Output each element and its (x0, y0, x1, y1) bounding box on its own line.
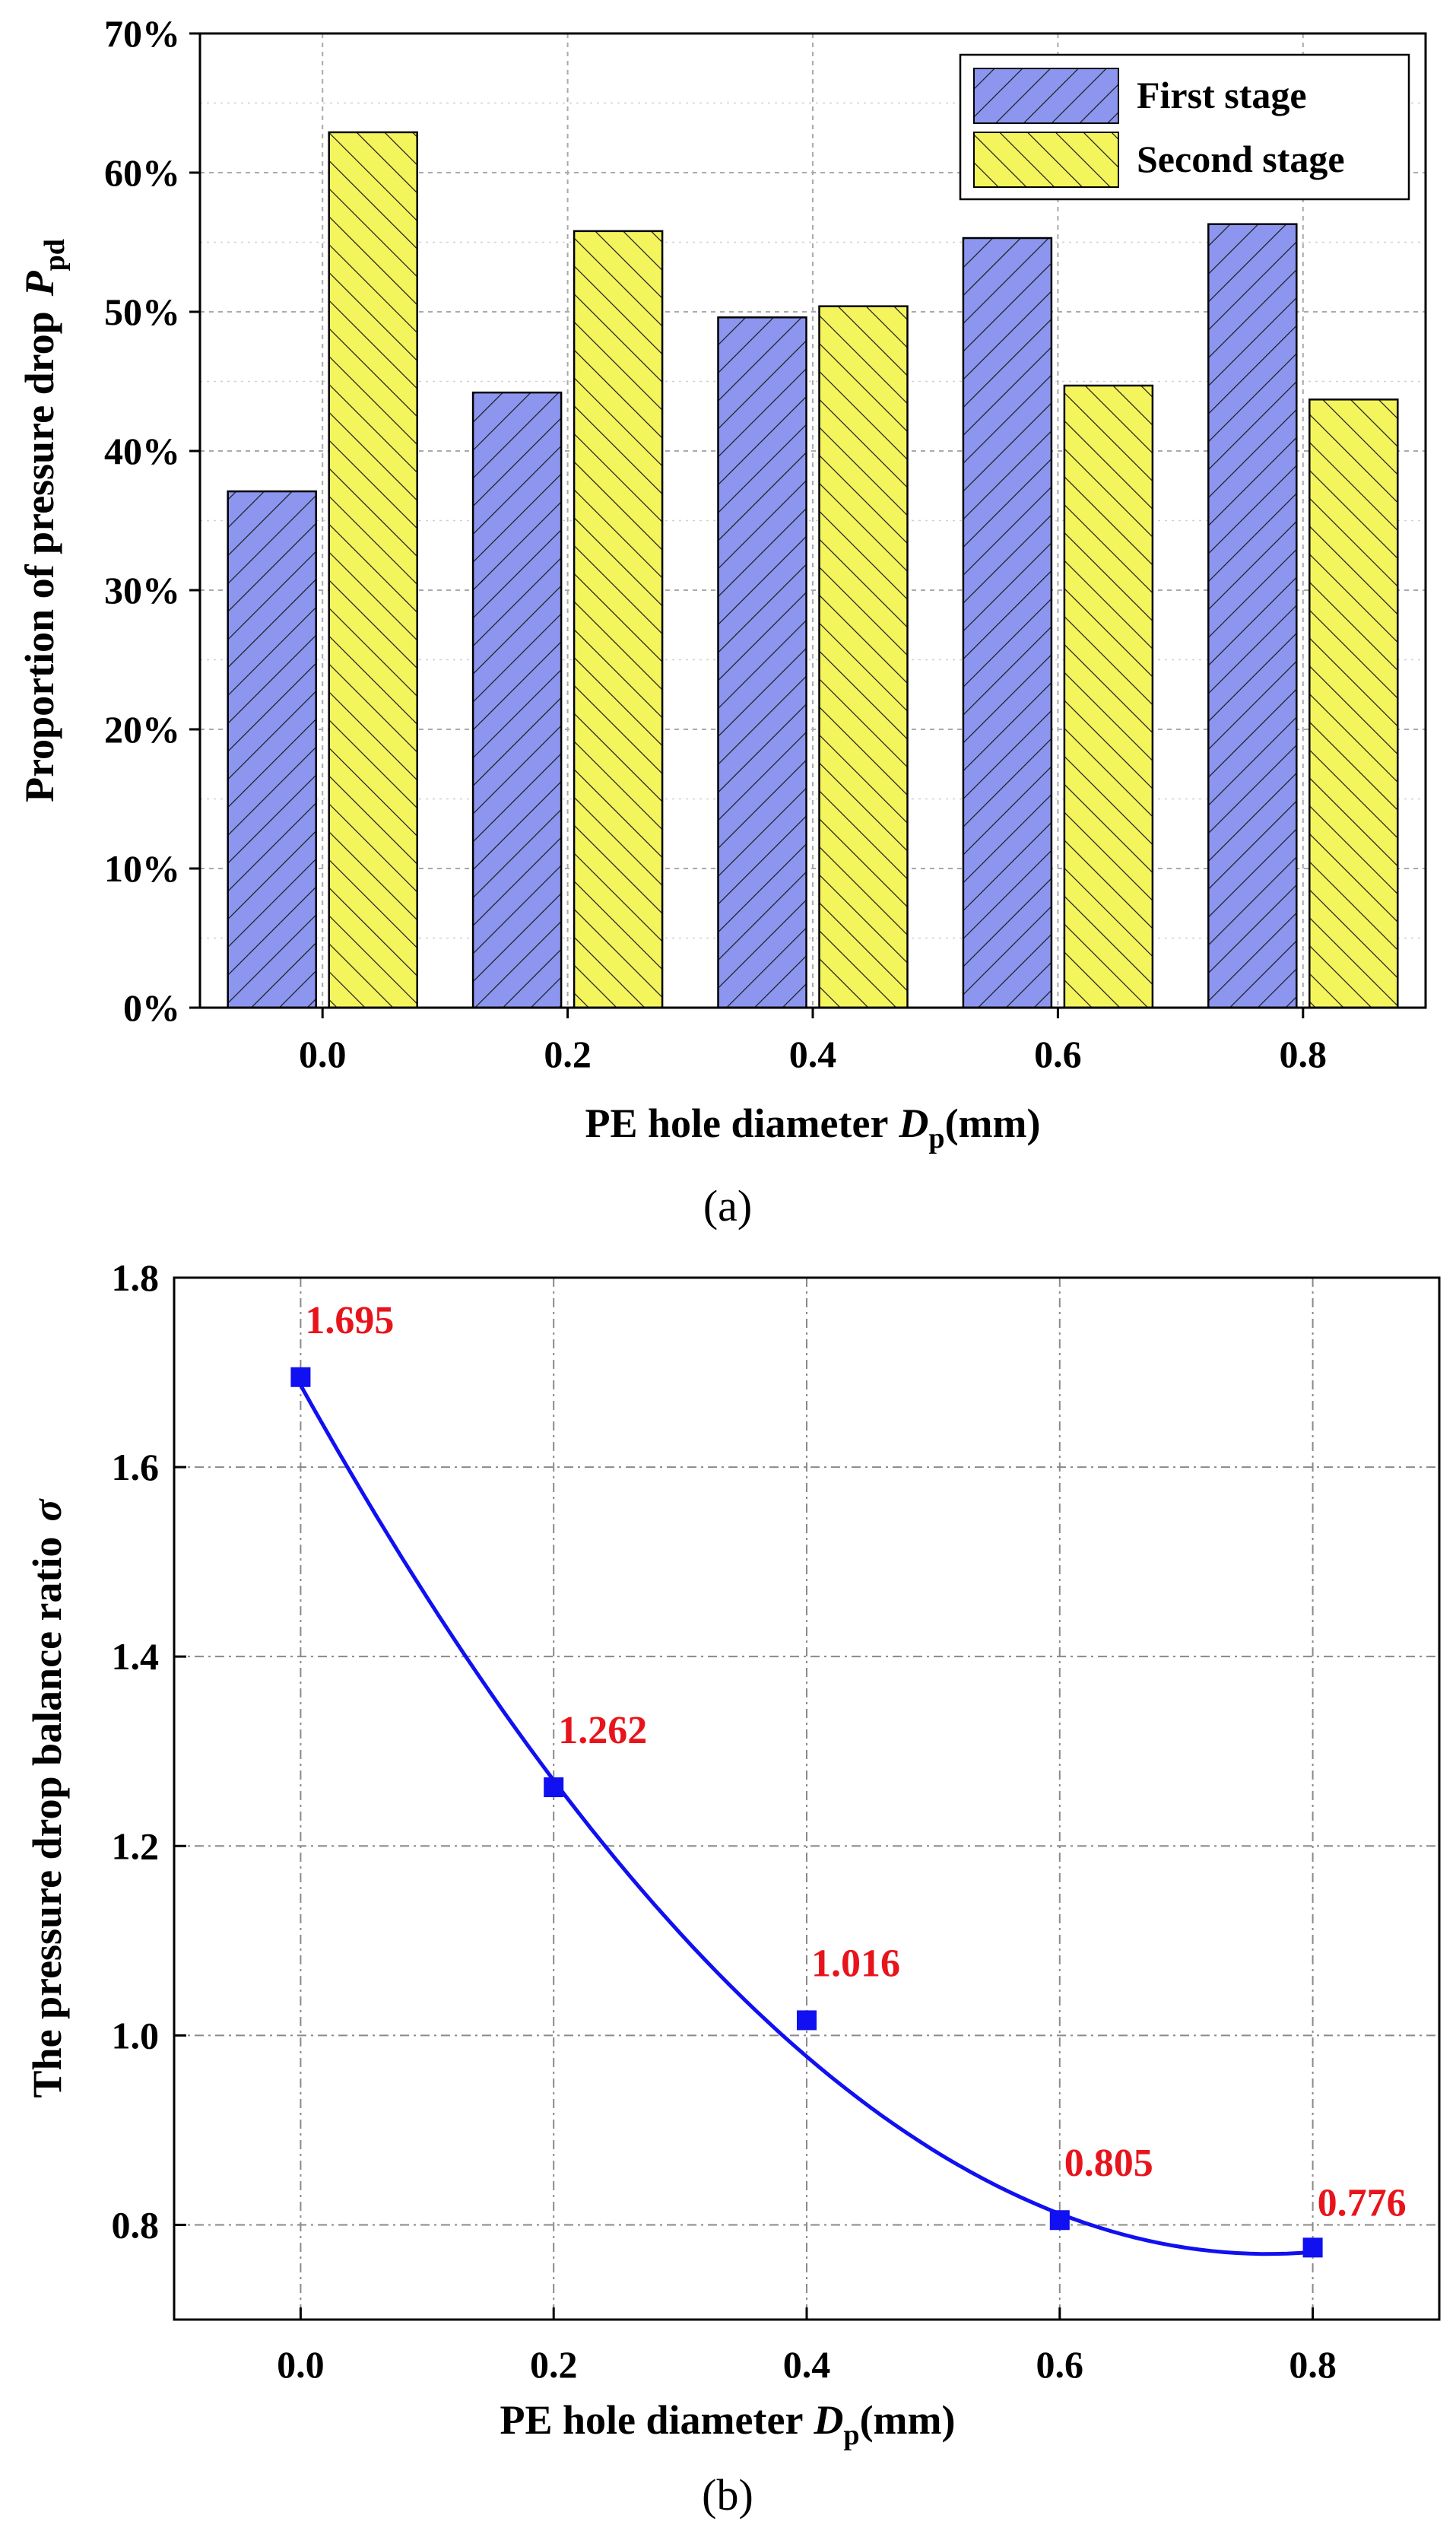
y-tick-label: 1.2 (112, 1824, 160, 1867)
fit-curve (299, 1384, 1313, 2256)
bar-second-stage (1063, 384, 1154, 1009)
y-tick-label: 50% (104, 291, 180, 333)
data-point (1049, 2210, 1070, 2231)
y-tick-label: 0.8 (112, 2203, 160, 2246)
x-tick-label: 0.6 (1036, 2343, 1084, 2386)
data-label: 0.805 (1064, 2142, 1153, 2185)
y-tick-label: 70% (104, 12, 180, 55)
x-axis-subscript-b: p (843, 2419, 859, 2451)
y-axis-title-text-b: The pressure drop balance ratio (24, 1537, 70, 2098)
y-tick-label: 10% (104, 847, 180, 890)
x-tick-label: 0.0 (277, 2343, 325, 2386)
legend-swatch-first-stage (973, 68, 1119, 124)
y-tick-label: 40% (104, 430, 180, 472)
data-label: 1.262 (558, 1709, 647, 1752)
y-axis-symbol: P (17, 270, 62, 297)
bar-first-stage (227, 490, 317, 1009)
data-point (1302, 2237, 1323, 2258)
x-axis-symbol-b: D (813, 2397, 843, 2443)
bar-first-stage (717, 316, 807, 1009)
x-axis-title: PE hole diameter Dp(mm) (585, 1100, 1041, 1154)
x-tick-label: 0.4 (789, 1033, 837, 1075)
x-axis-title-text-b: PE hole diameter (500, 2397, 804, 2443)
data-labels: 1.695 1.262 1.016 0.805 0.776 (305, 1299, 1406, 2225)
panel-caption-a: (a) (703, 1181, 752, 1231)
y-tick-label: 0% (123, 986, 180, 1029)
y-axis-subscript: pd (39, 239, 71, 271)
bar-second-stage (328, 131, 418, 1009)
x-tick-label: 0.8 (1280, 1033, 1328, 1075)
panel-caption-b: (b) (702, 2470, 753, 2520)
y-tick-label: 60% (104, 151, 180, 194)
line-chart-panel: 1.695 1.262 1.016 0.805 0.776 0.8 1.0 1.2 1.4 1.… (24, 1256, 1441, 2520)
x-tick-label: 0.6 (1034, 1033, 1082, 1075)
data-point (544, 1777, 564, 1798)
bar-first-stage (1207, 223, 1298, 1009)
x-tick-label: 0.2 (530, 2343, 578, 2386)
y-axis-title: Proportion of pressure drop Ppd (17, 239, 71, 802)
data-point (290, 1367, 311, 1387)
bar-second-stage (1308, 399, 1399, 1009)
data-label: 1.695 (305, 1299, 394, 1342)
x-axis-unit-b: (mm) (860, 2397, 956, 2443)
legend-swatch-second-stage (973, 132, 1119, 188)
y-tick-label: 1.8 (112, 1256, 160, 1299)
y-axis-title-text: Proportion of pressure drop (17, 311, 62, 802)
x-tick-label: 0.2 (544, 1033, 592, 1075)
bar-chart-bars (227, 131, 1399, 1009)
legend-label-second-stage: Second stage (1137, 138, 1345, 180)
y-tick-label: 30% (104, 569, 180, 611)
y-tick-label: 20% (104, 708, 180, 751)
bar-chart-panel: 0% 10% 20% 30% 40% 50% 60% 70% 0.0 0.2 0.4 0.6 0.8 F… (17, 12, 1427, 1231)
y-tick-label: 1.4 (112, 1635, 160, 1678)
legend-label-first-stage: First stage (1137, 74, 1307, 116)
bar-chart-ticks: 0% 10% 20% 30% 40% 50% 60% 70% 0.0 0.2 0.4 0.6 0.8 (104, 12, 1327, 1075)
bar-second-stage (573, 230, 664, 1009)
x-tick-label: 0.0 (299, 1033, 347, 1075)
x-axis-unit: (mm) (945, 1100, 1041, 1146)
data-label: 0.776 (1318, 2181, 1407, 2225)
y-tick-label: 1.0 (112, 2014, 160, 2056)
x-tick-label: 0.4 (783, 2343, 831, 2386)
x-tick-label: 0.8 (1289, 2343, 1337, 2386)
y-axis-title-b: The pressure drop balance ratio σ (24, 1498, 70, 2098)
bar-first-stage (471, 391, 563, 1009)
x-axis-subscript: p (928, 1123, 944, 1154)
line-chart-gridlines (174, 1278, 1439, 2320)
data-point (797, 2010, 817, 2031)
bar-chart-legend: First stage Second stage (959, 53, 1410, 201)
x-axis-title-b: PE hole diameter Dp(mm) (500, 2397, 956, 2451)
y-axis-symbol-b: σ (24, 1498, 70, 1522)
x-axis-title-text: PE hole diameter (585, 1100, 889, 1146)
bar-second-stage (818, 305, 909, 1009)
bar-first-stage (962, 237, 1053, 1009)
line-chart-ticks: 0.8 1.0 1.2 1.4 1.6 1.8 0.0 0.2 0.4 0.6 0.8 (112, 1256, 1337, 2386)
x-axis-symbol: D (898, 1100, 928, 1146)
data-label: 1.016 (811, 1942, 900, 1985)
data-points (290, 1367, 1323, 2258)
y-tick-label: 1.6 (112, 1446, 160, 1488)
